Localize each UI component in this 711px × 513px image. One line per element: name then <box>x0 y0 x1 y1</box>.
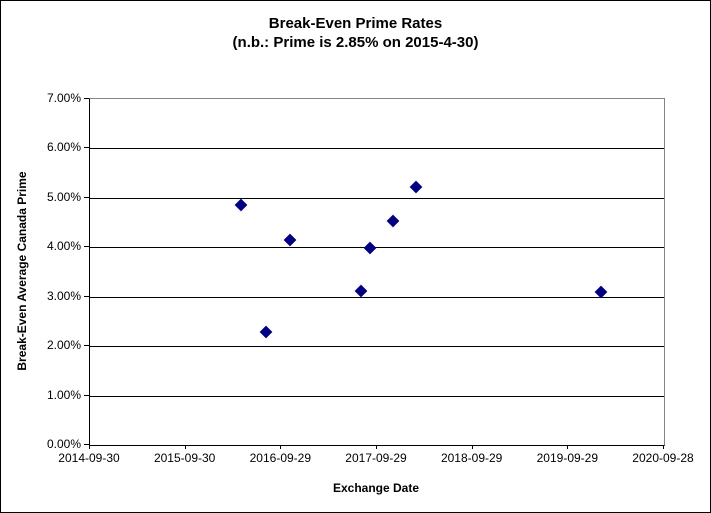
plot-area <box>89 98 665 446</box>
horizontal-gridline <box>90 395 664 397</box>
y-axis-tick-label: 3.00% <box>46 288 81 303</box>
horizontal-gridline <box>90 247 664 249</box>
y-axis-tick <box>84 295 89 297</box>
horizontal-gridline <box>90 148 664 150</box>
y-axis-tick <box>84 246 89 248</box>
chart-subtitle: (n.b.: Prime is 2.85% on 2015-4-30) <box>232 34 479 51</box>
y-axis-tick <box>84 98 89 99</box>
horizontal-gridline <box>90 296 664 298</box>
y-axis-tick-label: 4.00% <box>46 239 81 254</box>
x-axis-tick-label: 2014-09-30 <box>58 451 120 465</box>
y-axis-tick-label: 1.00% <box>46 387 81 402</box>
x-axis-tick-label: 2018-09-29 <box>440 451 503 465</box>
x-axis-title: Exchange Date <box>332 481 420 495</box>
y-axis-tick <box>84 394 89 396</box>
y-axis-tick-label: 6.00% <box>46 140 81 155</box>
x-axis-tick <box>567 445 569 449</box>
x-axis-tick-label: 2017-09-29 <box>345 451 407 465</box>
x-axis-tick-label: 2020-09-28 <box>632 451 694 465</box>
y-axis-title: Break-Even Average Canada Prime <box>15 171 29 371</box>
y-axis-tick-label: 2.00% <box>46 338 81 353</box>
x-axis-tick-label: 2019-09-29 <box>536 451 599 465</box>
y-axis-tick <box>84 444 89 445</box>
y-axis-tick-label: 7.00% <box>46 91 81 105</box>
x-axis-tick <box>89 445 90 449</box>
chart-title: Break-Even Prime Rates <box>268 15 443 32</box>
y-axis-tick <box>84 196 89 198</box>
x-axis-tick-label: 2016-09-29 <box>249 451 312 465</box>
y-axis-tick-label: 0.00% <box>46 437 81 451</box>
y-axis-tick <box>84 147 89 149</box>
x-axis-tick <box>184 445 186 449</box>
chart-title-block: Break-Even Prime Rates (n.b.: Prime is 2… <box>1 14 710 52</box>
x-axis-tick <box>376 445 377 449</box>
y-axis-tick <box>84 345 89 347</box>
horizontal-gridline <box>90 346 664 348</box>
x-axis-tick <box>663 445 664 449</box>
y-axis-tick-label: 5.00% <box>46 189 81 204</box>
horizontal-gridline <box>90 197 664 199</box>
x-axis-tick <box>280 445 282 449</box>
x-axis-tick-label: 2015-09-30 <box>153 451 216 465</box>
x-axis-tick <box>471 445 473 449</box>
